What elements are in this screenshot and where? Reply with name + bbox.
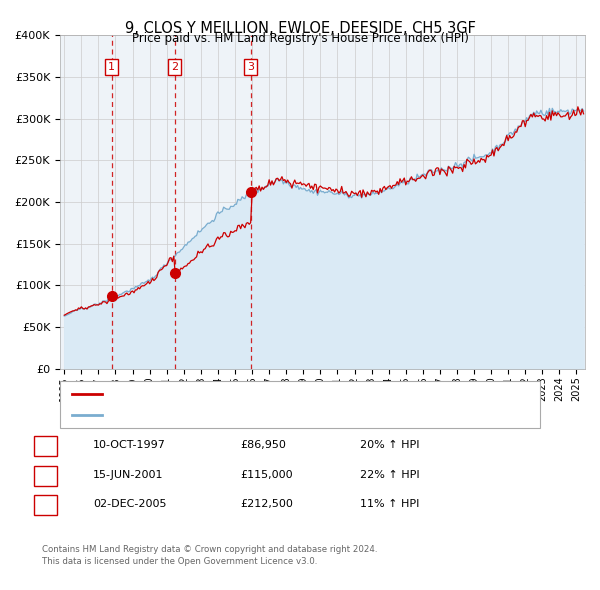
Text: 10-OCT-1997: 10-OCT-1997 [93,441,166,450]
Text: 9, CLOS Y MEILLION, EWLOE, DEESIDE, CH5 3GF: 9, CLOS Y MEILLION, EWLOE, DEESIDE, CH5 … [125,21,475,35]
Text: Contains HM Land Registry data © Crown copyright and database right 2024.: Contains HM Land Registry data © Crown c… [42,545,377,555]
Text: 3: 3 [247,62,254,72]
Text: 15-JUN-2001: 15-JUN-2001 [93,470,163,480]
Text: 22% ↑ HPI: 22% ↑ HPI [360,470,419,480]
Text: HPI: Average price, detached house, Flintshire: HPI: Average price, detached house, Flin… [108,409,361,419]
Text: Price paid vs. HM Land Registry's House Price Index (HPI): Price paid vs. HM Land Registry's House … [131,32,469,45]
Text: 3: 3 [42,498,49,511]
Text: This data is licensed under the Open Government Licence v3.0.: This data is licensed under the Open Gov… [42,557,317,566]
Text: £115,000: £115,000 [240,470,293,480]
Text: 1: 1 [42,439,49,452]
Text: 11% ↑ HPI: 11% ↑ HPI [360,500,419,509]
Text: £212,500: £212,500 [240,500,293,509]
Text: 02-DEC-2005: 02-DEC-2005 [93,500,167,509]
Text: £86,950: £86,950 [240,441,286,450]
Text: 2: 2 [171,62,178,72]
Text: 9, CLOS Y MEILLION, EWLOE, DEESIDE, CH5 3GF (detached house): 9, CLOS Y MEILLION, EWLOE, DEESIDE, CH5 … [108,389,471,399]
Text: 1: 1 [108,62,115,72]
Text: 20% ↑ HPI: 20% ↑ HPI [360,441,419,450]
Text: 2: 2 [42,468,49,481]
